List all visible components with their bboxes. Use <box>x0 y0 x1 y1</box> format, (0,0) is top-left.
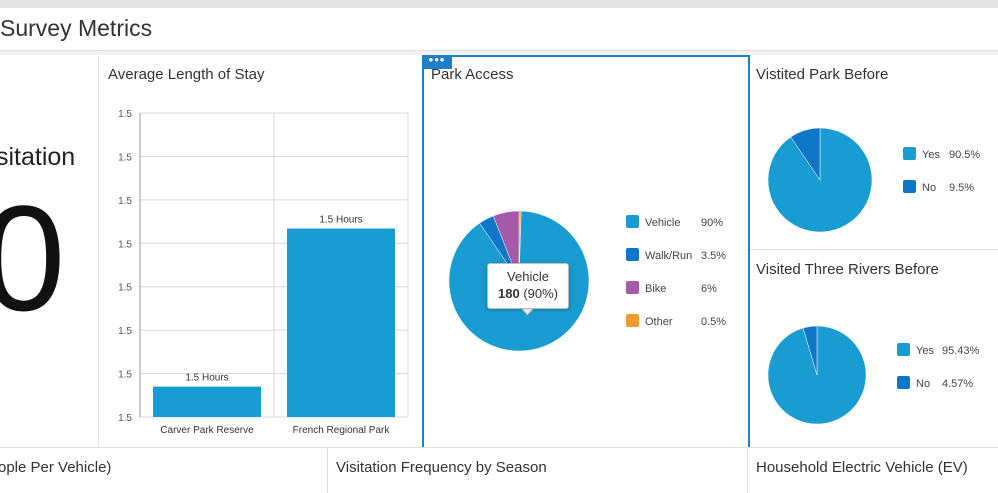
legend-value: 90% <box>701 217 723 229</box>
visited-three-rivers-panel[interactable]: Visited Three Rivers Before Yes 95.43% No 4… <box>750 250 998 447</box>
chart-tooltip: Vehicle 180 (90%) <box>487 263 569 309</box>
bar <box>287 228 395 417</box>
legend-swatch <box>903 147 916 160</box>
visitation-panel[interactable]: sitation 0 <box>0 55 99 447</box>
legend-label: No <box>916 378 930 390</box>
park-access-chart: Vehicle 90% Walk/Run 3.5% Bike 6% Other 0.5% <box>448 210 726 352</box>
legend-swatch <box>626 281 639 294</box>
panel-title: ople Per Vehicle) <box>0 459 112 476</box>
bar <box>153 386 261 417</box>
visitation-value: 0 <box>0 183 65 333</box>
legend-label: Bike <box>645 283 666 295</box>
panel-title: Visitation Frequency by Season <box>336 459 547 476</box>
legend-swatch <box>626 314 639 327</box>
legend-swatch <box>626 215 639 228</box>
panel-title: Visited Three Rivers Before <box>756 261 939 278</box>
legend-value: 4.57% <box>942 378 973 390</box>
panel-title: Average Length of Stay <box>108 66 265 83</box>
legend-label: Other <box>645 316 673 328</box>
tooltip-label: Vehicle <box>507 269 549 284</box>
bottom-panel-row: ople Per Vehicle) Visitation Frequency b… <box>0 447 998 493</box>
length-of-stay-panel[interactable]: Average Length of Stay 1.5 1.5 1.5 1.5 1.5 1.… <box>100 55 422 447</box>
y-tick-label: 1.5 <box>118 413 132 424</box>
panel-title: Vistited Park Before <box>756 66 889 83</box>
visited-park-before-panel[interactable]: Vistited Park Before Yes 90.5% No 9.5% <box>750 55 998 250</box>
tooltip-percent: (90%) <box>523 286 558 301</box>
page-title: Survey Metrics <box>0 15 153 41</box>
legend-label: No <box>922 182 936 194</box>
household-ev-panel[interactable]: Household Electric Vehicle (EV) <box>748 448 998 493</box>
panel-title: Park Access <box>431 66 514 83</box>
bar-data-label: 1.5 Hours <box>185 373 228 384</box>
tooltip-value: 180 (90%) <box>488 286 568 301</box>
legend-value: 3.5% <box>701 250 726 262</box>
y-tick-label: 1.5 <box>118 326 132 337</box>
legend-swatch <box>903 180 916 193</box>
legend-value: 6% <box>701 283 717 295</box>
visitation-label: sitation <box>0 143 76 171</box>
visited-park-before-chart: Yes 90.5% No 9.5% <box>767 127 980 233</box>
panel-title: Household Electric Vehicle (EV) <box>756 459 968 476</box>
tooltip-count: 180 <box>497 286 520 301</box>
visitation-frequency-panel[interactable]: Visitation Frequency by Season <box>328 448 748 493</box>
visited-three-rivers-chart: Yes 95.43% No 4.57% <box>767 325 980 425</box>
bar-data-label: 1.5 Hours <box>319 215 362 226</box>
y-tick-label: 1.5 <box>118 109 132 120</box>
length-of-stay-chart: 1.5 1.5 1.5 1.5 1.5 1.5 1.5 1.5 1.5 Hours Carver … <box>118 109 409 436</box>
dashboard-header: Survey Metrics <box>0 8 998 51</box>
legend-swatch <box>897 376 910 389</box>
x-tick-label: Carver Park Reserve <box>160 425 254 436</box>
legend-label: Yes <box>916 345 934 357</box>
y-tick-label: 1.5 <box>118 196 132 207</box>
pie-slice-no <box>790 127 821 181</box>
header-divider <box>0 51 998 55</box>
legend-swatch <box>897 343 910 356</box>
y-tick-label: 1.5 <box>118 152 132 163</box>
x-tick-label: French Regional Park <box>293 425 391 436</box>
legend-swatch <box>626 248 639 261</box>
legend-label: Walk/Run <box>645 250 692 262</box>
legend-label: Yes <box>922 149 940 161</box>
panel-options-button[interactable]: ••• <box>422 53 452 69</box>
legend-value: 9.5% <box>949 182 974 194</box>
pie-slice-no <box>802 325 818 376</box>
legend-value: 90.5% <box>949 149 980 161</box>
people-per-vehicle-panel[interactable]: ople Per Vehicle) <box>0 448 328 493</box>
legend-value: 95.43% <box>942 345 980 357</box>
park-access-panel[interactable]: Park Access Vehicle 90% Walk/Run 3.5% Bike 6%… <box>422 55 750 449</box>
legend-value: 0.5% <box>701 316 726 328</box>
y-tick-label: 1.5 <box>118 283 132 294</box>
top-strip <box>0 0 998 8</box>
legend-label: Vehicle <box>645 217 680 229</box>
y-tick-label: 1.5 <box>118 239 132 250</box>
y-tick-label: 1.5 <box>118 370 132 381</box>
